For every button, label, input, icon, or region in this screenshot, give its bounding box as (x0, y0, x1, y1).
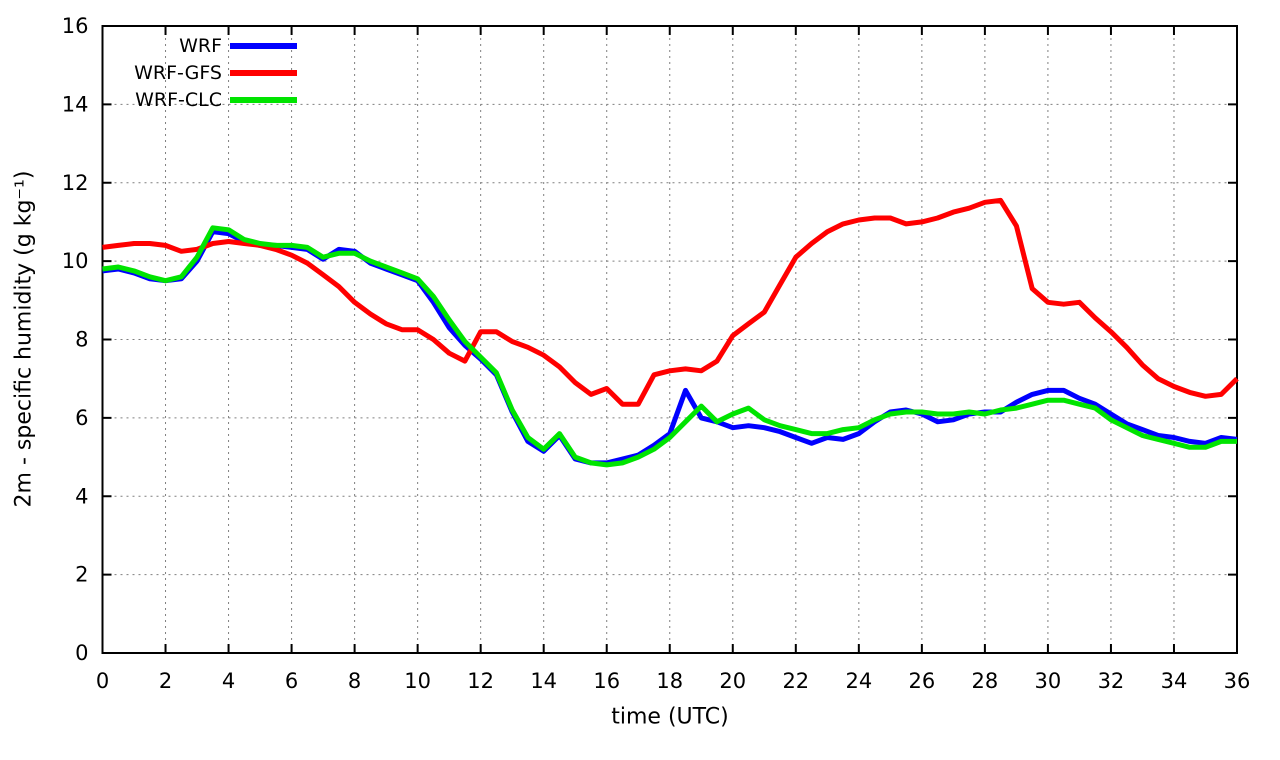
x-tick-label: 28 (972, 669, 999, 693)
x-tick-label: 16 (593, 669, 620, 693)
y-tick-label: 12 (62, 171, 89, 195)
x-axis-title: time (UTC) (611, 704, 729, 730)
legend-label: WRF (179, 34, 222, 57)
y-tick-label: 16 (62, 14, 89, 38)
legend-swatch (230, 96, 297, 103)
y-tick-label: 8 (75, 328, 88, 352)
x-tick-label: 14 (530, 669, 557, 693)
x-tick-label: 12 (467, 669, 494, 693)
x-tick-label: 26 (908, 669, 935, 693)
x-tick-label: 8 (348, 669, 361, 693)
y-tick-label: 14 (62, 92, 89, 116)
legend-item-wrf: WRF (100, 32, 297, 59)
series-line-wrf-clc (102, 225, 1237, 468)
legend-item-wrf-clc: WRF-CLC (100, 86, 297, 113)
legend-label: WRF-GFS (134, 61, 222, 84)
legend-swatch (230, 69, 297, 76)
y-tick-label: 2 (75, 563, 88, 587)
y-tick-label: 0 (75, 641, 88, 665)
x-tick-label: 24 (845, 669, 872, 693)
x-tick-label: 4 (222, 669, 235, 693)
legend-label: WRF-CLC (135, 88, 222, 111)
y-tick-label: 4 (75, 484, 88, 508)
x-tick-label: 6 (285, 669, 298, 693)
y-tick-label: 10 (62, 249, 89, 273)
x-tick-label: 18 (656, 669, 683, 693)
x-tick-label: 0 (96, 669, 109, 693)
y-tick-label: 6 (75, 406, 88, 430)
x-tick-label: 2 (159, 669, 172, 693)
x-tick-label: 22 (782, 669, 809, 693)
x-tick-label: 34 (1161, 669, 1188, 693)
x-tick-label: 20 (719, 669, 746, 693)
legend: WRF WRF-GFS WRF-CLC (100, 32, 297, 113)
x-tick-label: 30 (1035, 669, 1062, 693)
legend-item-wrf-gfs: WRF-GFS (100, 59, 297, 86)
x-tick-label: 10 (404, 669, 431, 693)
x-tick-label: 36 (1224, 669, 1251, 693)
series-line-wrf-gfs (102, 197, 1239, 407)
x-tick-label: 32 (1098, 669, 1125, 693)
y-axis-title: 2m - specific humidity (g kg⁻¹) (11, 170, 37, 508)
legend-swatch (230, 42, 297, 49)
